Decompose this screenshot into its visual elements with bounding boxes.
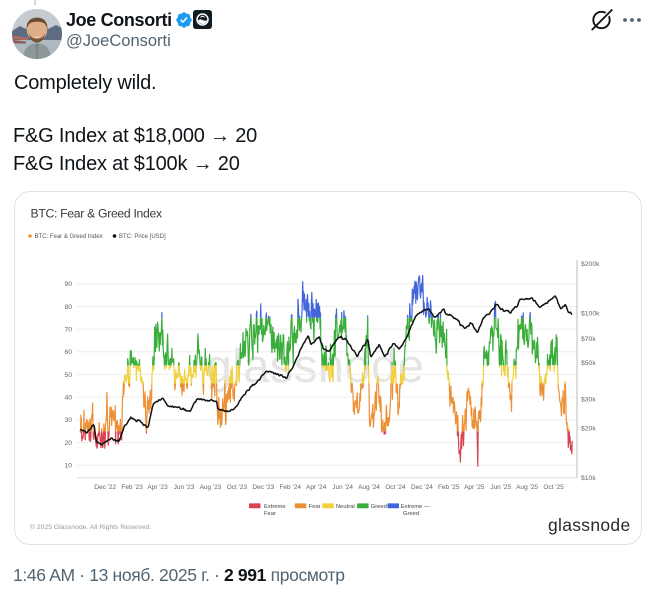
svg-text:Apr '25: Apr '25: [464, 484, 485, 491]
svg-text:$30k: $30k: [581, 397, 596, 404]
svg-text:Apr '23: Apr '23: [147, 484, 168, 491]
svg-text:Jun '24: Jun '24: [332, 484, 353, 491]
svg-text:$10k: $10k: [581, 475, 596, 482]
svg-text:Fear: Fear: [264, 511, 276, 517]
svg-text:Jun '23: Jun '23: [174, 484, 195, 491]
svg-text:$20k: $20k: [581, 426, 596, 433]
svg-text:Dec '22: Dec '22: [94, 484, 116, 491]
svg-text:BTC: Fear & Greed Index: BTC: Fear & Greed Index: [35, 234, 103, 240]
svg-text:Oct '24: Oct '24: [385, 484, 406, 491]
svg-text:Fear: Fear: [309, 504, 321, 510]
svg-text:40: 40: [64, 395, 72, 402]
svg-text:Jun '25: Jun '25: [490, 484, 511, 491]
svg-text:BTC: Price [USD]: BTC: Price [USD]: [119, 234, 166, 240]
svg-text:© 2025 Glassnode. All Rights R: © 2025 Glassnode. All Rights Reserved.: [30, 523, 151, 531]
svg-text:Feb '24: Feb '24: [279, 484, 301, 491]
svg-text:Greed: Greed: [403, 511, 419, 517]
svg-text:80: 80: [64, 304, 72, 311]
svg-text:50: 50: [64, 372, 72, 379]
svg-text:Dec '23: Dec '23: [252, 484, 274, 491]
svg-text:60: 60: [64, 349, 72, 356]
svg-text:BTC: Fear & Greed Index: BTC: Fear & Greed Index: [31, 206, 162, 220]
svg-text:Dec '24: Dec '24: [411, 484, 433, 491]
svg-text:$200k: $200k: [581, 261, 600, 268]
svg-text:Feb '25: Feb '25: [438, 484, 460, 491]
svg-text:Oct '23: Oct '23: [227, 484, 248, 491]
svg-text:Extreme —: Extreme —: [401, 504, 430, 510]
svg-text:10: 10: [64, 463, 72, 470]
svg-text:Feb '23: Feb '23: [121, 484, 143, 491]
svg-text:20: 20: [64, 440, 72, 447]
svg-text:Aug '25: Aug '25: [516, 484, 538, 491]
svg-text:Oct '25: Oct '25: [543, 484, 564, 491]
svg-text:Aug '23: Aug '23: [200, 484, 222, 491]
svg-text:$70k: $70k: [581, 336, 596, 343]
svg-text:30: 30: [64, 417, 72, 424]
svg-text:Greed: Greed: [371, 504, 387, 510]
svg-text:70: 70: [64, 327, 72, 334]
svg-text:Extreme: Extreme: [264, 504, 286, 510]
svg-text:glassnode: glassnode: [206, 339, 425, 392]
svg-text:Aug '24: Aug '24: [358, 484, 380, 491]
svg-text:Neutral: Neutral: [336, 504, 355, 510]
svg-text:glassnode: glassnode: [548, 515, 630, 535]
svg-text:90: 90: [64, 281, 72, 288]
svg-text:$50k: $50k: [581, 360, 596, 367]
svg-text:Apr '24: Apr '24: [306, 484, 327, 491]
svg-text:$100k: $100k: [581, 311, 600, 318]
